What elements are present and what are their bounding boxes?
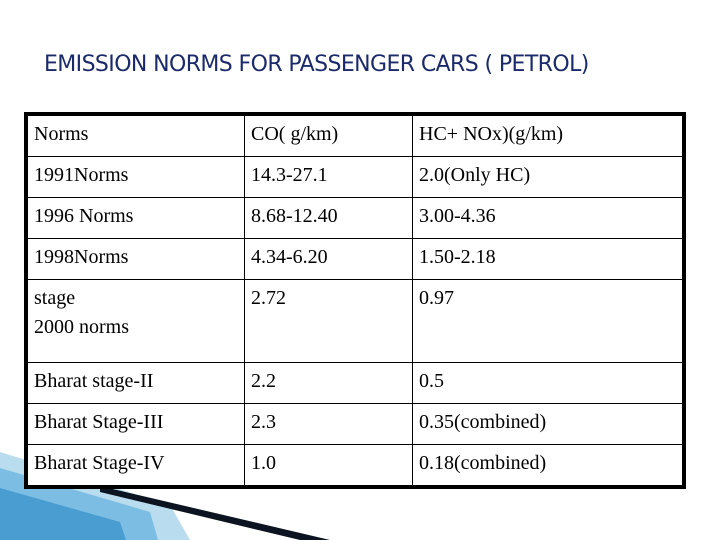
- norm-cell-line: 2000 norms: [34, 316, 129, 339]
- co-cell: 8.68-12.40: [244, 197, 413, 240]
- swoosh-dark-stroke: [100, 486, 330, 540]
- norm-cell: Bharat Stage-IV: [27, 443, 245, 487]
- swoosh-deep-band: [0, 488, 126, 540]
- hc-nox-cell: 1.50-2.18: [412, 238, 683, 281]
- co-cell: 2.2: [244, 361, 413, 404]
- hc-nox-cell: 0.18(combined): [412, 443, 683, 487]
- table-row: 1996 Norms 8.68-12.40 3.00-4.36: [27, 197, 683, 240]
- header-co: CO( g/km): [244, 114, 413, 158]
- hc-nox-cell: 2.0(Only HC): [412, 156, 683, 199]
- header-hc-nox: HC+ NOx)(g/km): [412, 114, 683, 158]
- hc-nox-cell: 3.00-4.36: [412, 197, 683, 240]
- table-row: Bharat Stage-IV 1.0 0.18(combined): [27, 443, 683, 487]
- hc-nox-cell: 0.5: [412, 361, 683, 404]
- slide-title: EMISSION NORMS FOR PASSENGER CARS ( PETR…: [44, 52, 589, 77]
- table-row: 1991Norms 14.3-27.1 2.0(Only HC): [27, 156, 683, 199]
- emission-norms-table-frame: Norms CO( g/km) HC+ NOx)(g/km) 1991Norms…: [24, 112, 686, 489]
- co-cell: 14.3-27.1: [244, 156, 413, 199]
- norm-cell: Bharat stage-II: [27, 361, 245, 404]
- co-cell: 4.34-6.20: [244, 238, 413, 281]
- emission-norms-table: Norms CO( g/km) HC+ NOx)(g/km) 1991Norms…: [27, 114, 683, 487]
- table-row: stage 2000 norms 2.72 0.97: [27, 279, 683, 363]
- table-row: 1998Norms 4.34-6.20 1.50-2.18: [27, 238, 683, 281]
- norm-cell: 1991Norms: [27, 156, 245, 199]
- norm-cell: stage 2000 norms: [27, 279, 245, 363]
- hc-nox-cell: 0.35(combined): [412, 402, 683, 445]
- norm-cell-line: stage: [34, 287, 76, 310]
- hc-nox-cell: 0.97: [412, 279, 683, 363]
- norm-cell: Bharat Stage-III: [27, 402, 245, 445]
- header-norms: Norms: [27, 114, 245, 158]
- co-cell: 2.72: [244, 279, 413, 363]
- table-header-row: Norms CO( g/km) HC+ NOx)(g/km): [27, 114, 683, 158]
- table-row: Bharat stage-II 2.2 0.5: [27, 361, 683, 404]
- norm-cell: 1998Norms: [27, 238, 245, 281]
- co-cell: 2.3: [244, 402, 413, 445]
- co-cell: 1.0: [244, 443, 413, 487]
- norm-cell: 1996 Norms: [27, 197, 245, 240]
- table-row: Bharat Stage-III 2.3 0.35(combined): [27, 402, 683, 445]
